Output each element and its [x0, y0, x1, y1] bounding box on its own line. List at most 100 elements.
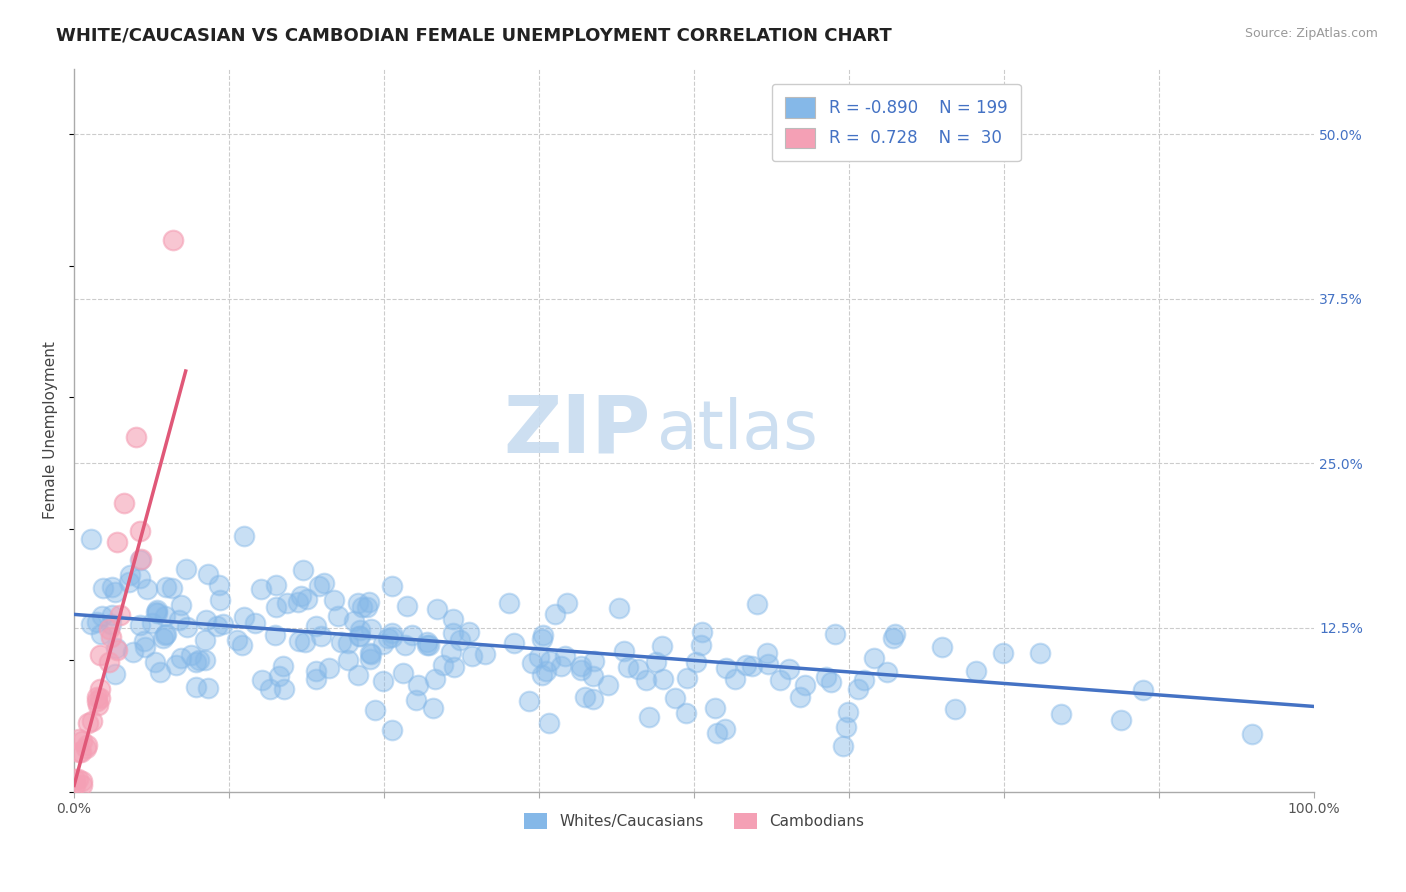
- Point: [294, 635, 316, 649]
- Point: [555, 596, 578, 610]
- Point: [337, 652, 360, 666]
- Point: [91, 582, 114, 596]
- Point: [943, 702, 966, 716]
- Point: [259, 682, 281, 697]
- Point: [883, 627, 905, 641]
- Point: [405, 693, 427, 707]
- Point: [110, 608, 132, 623]
- Point: [162, 581, 184, 595]
- Point: [652, 672, 675, 686]
- Point: [100, 617, 122, 632]
- Point: [186, 655, 208, 669]
- Point: [846, 682, 869, 697]
- Point: [104, 585, 127, 599]
- Point: [1050, 706, 1073, 721]
- Point: [474, 647, 496, 661]
- Point: [121, 645, 143, 659]
- Point: [208, 592, 231, 607]
- Point: [364, 703, 387, 717]
- Point: [194, 632, 217, 647]
- Text: ZIP: ZIP: [503, 392, 651, 469]
- Point: [70, 773, 93, 788]
- Point: [288, 634, 311, 648]
- Point: [824, 626, 846, 640]
- Point: [66, 772, 89, 787]
- Point: [90, 627, 112, 641]
- Point: [371, 636, 394, 650]
- Point: [360, 622, 382, 636]
- Point: [141, 616, 163, 631]
- Point: [380, 723, 402, 737]
- Point: [145, 606, 167, 620]
- Point: [70, 778, 93, 792]
- Point: [498, 596, 520, 610]
- Point: [664, 690, 686, 705]
- Point: [305, 672, 328, 686]
- Point: [1029, 646, 1052, 660]
- Point: [394, 638, 416, 652]
- Point: [86, 690, 108, 705]
- Point: [931, 640, 953, 655]
- Point: [145, 655, 167, 669]
- Point: [724, 672, 747, 686]
- Point: [531, 628, 554, 642]
- Point: [581, 668, 603, 682]
- Point: [441, 612, 464, 626]
- Point: [432, 658, 454, 673]
- Point: [502, 636, 524, 650]
- Point: [613, 644, 636, 658]
- Point: [550, 659, 572, 673]
- Point: [197, 567, 219, 582]
- Point: [146, 603, 169, 617]
- Point: [426, 602, 449, 616]
- Point: [645, 655, 668, 669]
- Point: [104, 640, 127, 655]
- Point: [118, 568, 141, 582]
- Point: [638, 709, 661, 723]
- Point: [357, 594, 380, 608]
- Point: [991, 647, 1014, 661]
- Point: [755, 646, 778, 660]
- Point: [129, 552, 152, 566]
- Point: [377, 631, 399, 645]
- Point: [538, 716, 561, 731]
- Point: [837, 705, 859, 719]
- Point: [155, 628, 177, 642]
- Point: [441, 625, 464, 640]
- Point: [152, 632, 174, 646]
- Point: [89, 682, 111, 697]
- Point: [876, 665, 898, 679]
- Point: [89, 691, 111, 706]
- Point: [295, 591, 318, 606]
- Point: [675, 671, 697, 685]
- Point: [569, 663, 592, 677]
- Text: WHITE/CAUCASIAN VS CAMBODIAN FEMALE UNEMPLOYMENT CORRELATION CHART: WHITE/CAUCASIAN VS CAMBODIAN FEMALE UNEM…: [56, 27, 891, 45]
- Point: [1111, 713, 1133, 727]
- Point: [267, 668, 290, 682]
- Point: [689, 638, 711, 652]
- Point: [233, 529, 256, 543]
- Point: [76, 715, 98, 730]
- Point: [145, 605, 167, 619]
- Point: [197, 681, 219, 695]
- Point: [211, 616, 233, 631]
- Point: [129, 552, 152, 566]
- Point: [418, 638, 440, 652]
- Point: [401, 627, 423, 641]
- Point: [458, 625, 481, 640]
- Point: [406, 678, 429, 692]
- Point: [167, 614, 190, 628]
- Point: [758, 657, 780, 672]
- Point: [581, 692, 603, 706]
- Point: [544, 607, 567, 622]
- Point: [745, 597, 768, 611]
- Point: [100, 630, 122, 644]
- Point: [67, 745, 90, 759]
- Point: [194, 613, 217, 627]
- Point: [250, 582, 273, 596]
- Point: [820, 675, 842, 690]
- Point: [360, 648, 382, 662]
- Point: [305, 664, 328, 678]
- Text: Source: ZipAtlas.com: Source: ZipAtlas.com: [1244, 27, 1378, 40]
- Point: [107, 535, 129, 549]
